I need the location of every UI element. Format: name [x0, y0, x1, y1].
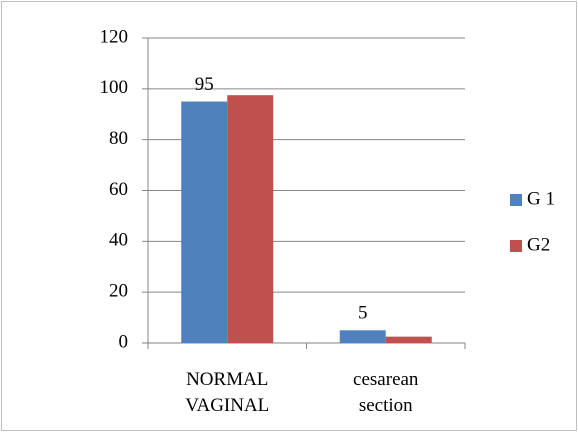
bar [227, 95, 274, 343]
x-tick-label: cesarean section [353, 369, 419, 416]
x-tick-label-line: section [359, 395, 413, 416]
bar [385, 336, 432, 343]
y-tick-label: 60 [109, 179, 128, 200]
bar [181, 101, 228, 344]
data-label: 5 [358, 303, 368, 324]
x-tick-label: NORMAL VAGINAL [185, 369, 269, 416]
x-tick-label-line: VAGINAL [185, 395, 269, 416]
x-tick-label-line: cesarean [353, 369, 419, 390]
y-tick-label: 100 [100, 77, 129, 98]
legend-swatch [510, 240, 522, 252]
y-tick-label: 80 [109, 128, 128, 149]
legend-swatch [510, 194, 522, 206]
bar [339, 330, 386, 343]
y-tick-label: 0 [119, 331, 129, 352]
y-tick-label: 20 [109, 281, 128, 302]
data-label: 95 [195, 74, 214, 95]
y-tick-label: 40 [109, 230, 128, 251]
x-tick-label-line: NORMAL [186, 369, 268, 390]
legend-label: G 1 [527, 188, 555, 209]
legend-label: G2 [527, 234, 550, 255]
y-tick-label: 120 [100, 26, 129, 47]
